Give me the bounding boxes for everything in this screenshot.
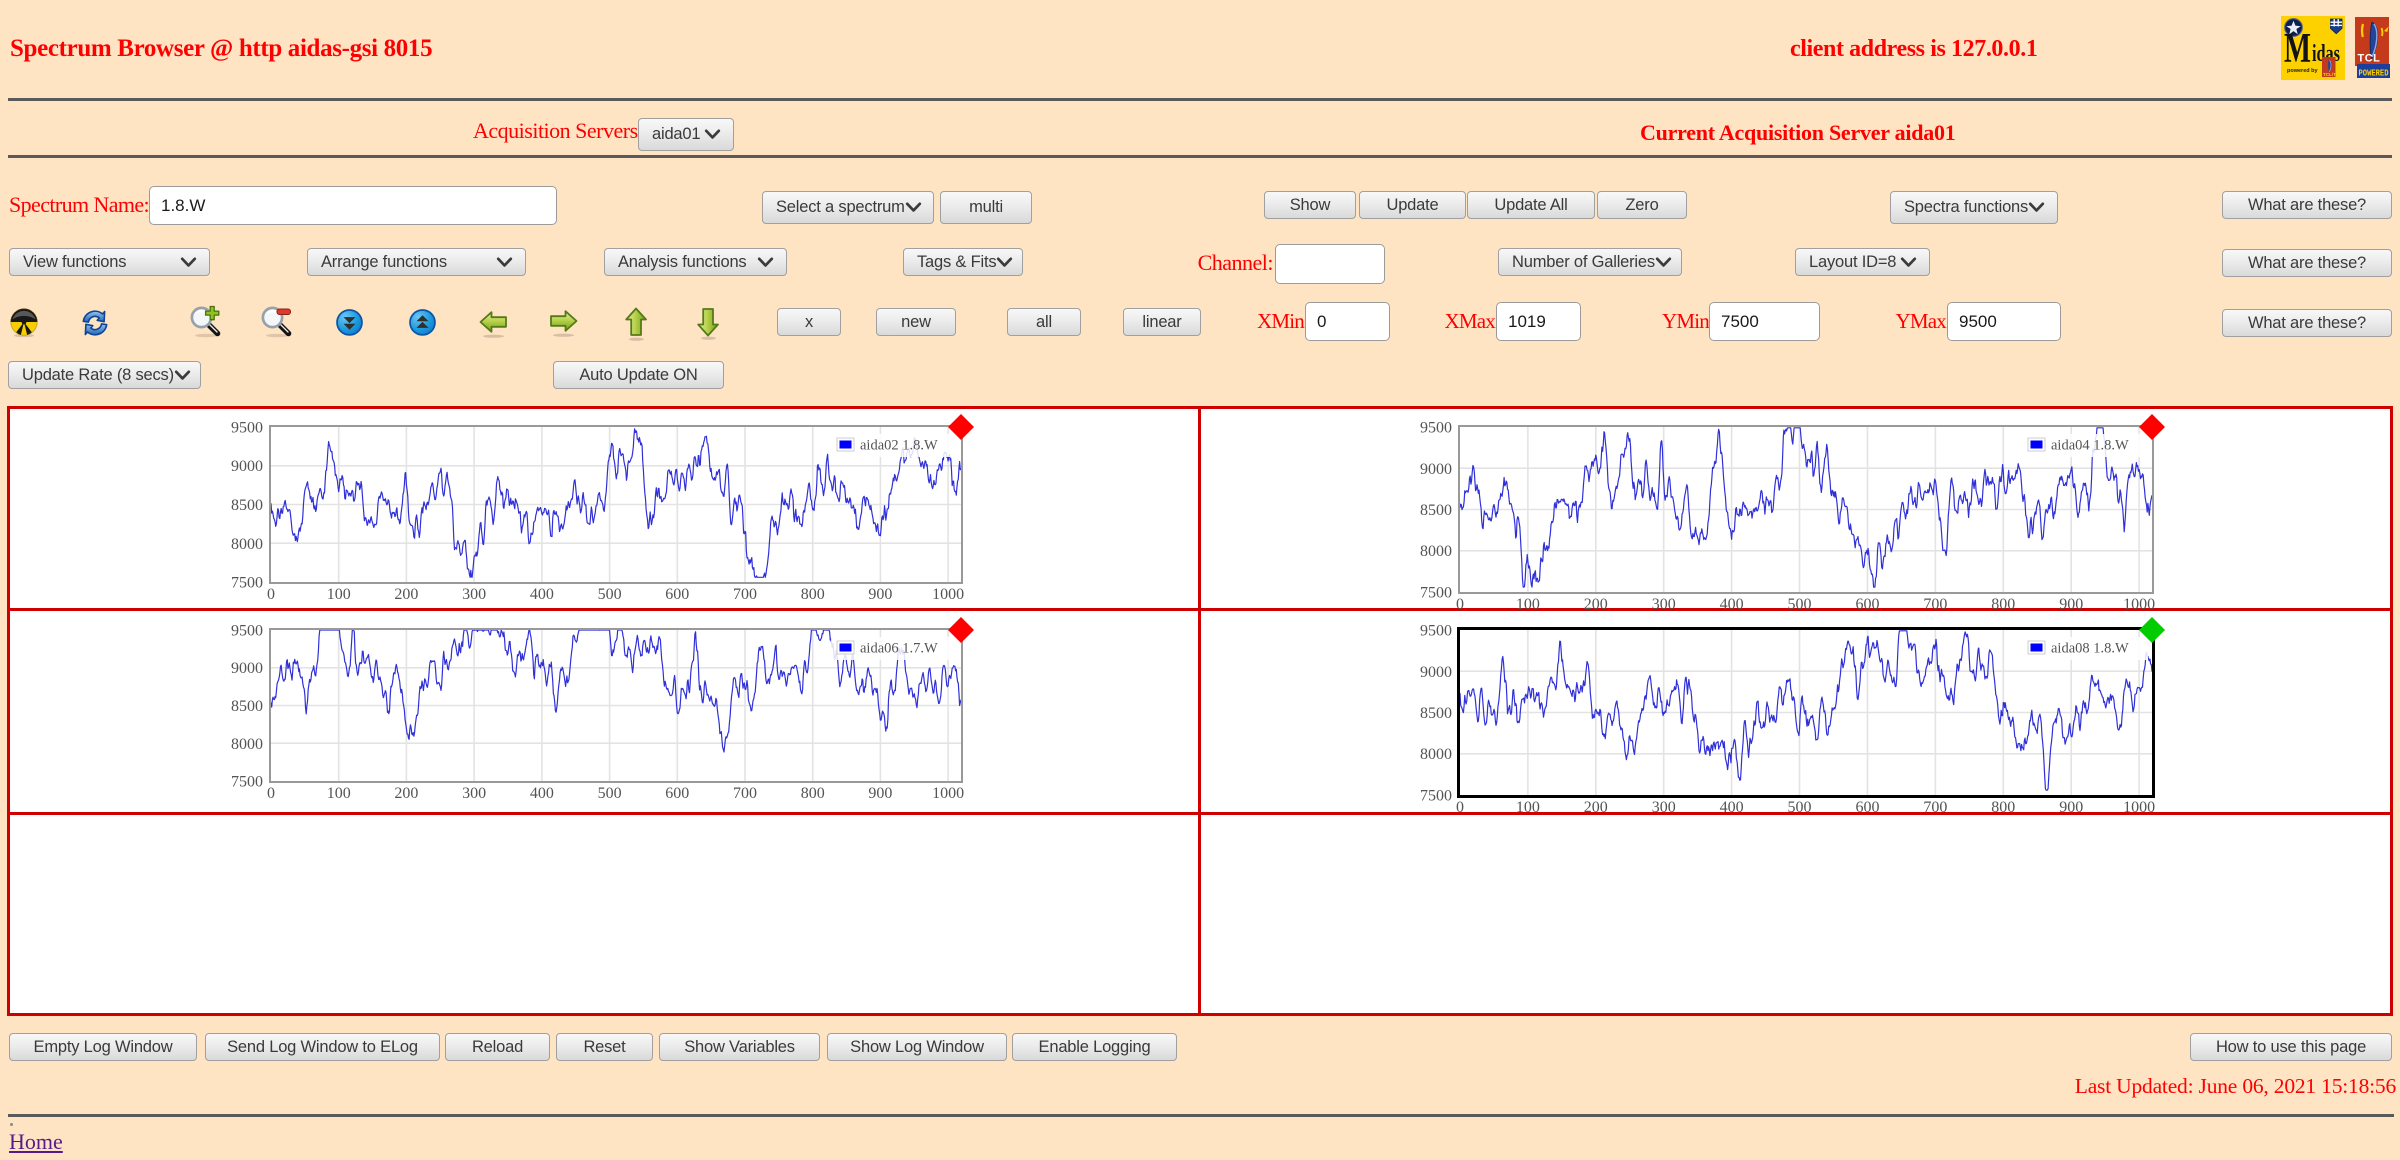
svg-text:aida04 1.8.W: aida04 1.8.W [2051,438,2129,454]
svg-text:900: 900 [2059,596,2083,613]
svg-text:8500: 8500 [1420,502,1452,519]
svg-text:8500: 8500 [1420,705,1452,722]
svg-text:1000: 1000 [932,785,964,802]
svg-text:800: 800 [801,785,825,802]
svg-text:900: 900 [868,785,892,802]
svg-text:9500: 9500 [231,420,263,437]
svg-text:800: 800 [1991,799,2015,816]
svg-text:9000: 9000 [231,458,263,475]
svg-text:7500: 7500 [1420,788,1452,805]
svg-text:9500: 9500 [1420,420,1452,437]
svg-text:0: 0 [1456,596,1464,613]
svg-text:800: 800 [1991,596,2015,613]
svg-text:0: 0 [1456,799,1464,816]
svg-text:1000: 1000 [2123,799,2155,816]
svg-text:400: 400 [1720,799,1744,816]
svg-text:100: 100 [1516,596,1540,613]
svg-text:9000: 9000 [1420,461,1452,478]
svg-text:900: 900 [868,586,892,603]
svg-text:aida06 1.7.W: aida06 1.7.W [860,641,938,657]
svg-text:500: 500 [598,586,622,603]
svg-text:100: 100 [327,785,351,802]
svg-text:400: 400 [530,586,554,603]
svg-text:900: 900 [2059,799,2083,816]
svg-text:300: 300 [462,586,486,603]
svg-text:300: 300 [1652,799,1676,816]
svg-text:TCL/Tk: TCL/Tk [2323,72,2339,77]
svg-text:0: 0 [267,586,275,603]
svg-text:8500: 8500 [231,497,263,514]
svg-text:8000: 8000 [231,736,263,753]
svg-text:M: M [2284,26,2311,72]
svg-text:7500: 7500 [1420,585,1452,602]
svg-text:1000: 1000 [2123,596,2155,613]
svg-text:400: 400 [1720,596,1744,613]
svg-text:100: 100 [1516,799,1540,816]
svg-text:600: 600 [665,785,689,802]
svg-text:POWERED: POWERED [2359,69,2389,79]
svg-text:aida02 1.8.W: aida02 1.8.W [860,438,938,454]
svg-text:8000: 8000 [231,536,263,553]
svg-text:500: 500 [1788,799,1812,816]
svg-text:700: 700 [733,586,757,603]
svg-text:300: 300 [1652,596,1676,613]
svg-text:700: 700 [1923,596,1947,613]
svg-text:aida08 1.8.W: aida08 1.8.W [2051,641,2129,657]
svg-text:7500: 7500 [231,774,263,791]
svg-text:100: 100 [327,586,351,603]
svg-text:8000: 8000 [1420,543,1452,560]
svg-text:500: 500 [598,785,622,802]
svg-text:9500: 9500 [231,623,263,640]
svg-text:600: 600 [1856,799,1880,816]
svg-text:300: 300 [462,785,486,802]
svg-text:600: 600 [1856,596,1880,613]
svg-text:9500: 9500 [1420,623,1452,640]
svg-text:700: 700 [733,785,757,802]
svg-text:500: 500 [1788,596,1812,613]
svg-text:200: 200 [394,785,418,802]
svg-text:8500: 8500 [231,698,263,715]
svg-text:200: 200 [394,586,418,603]
svg-text:TCL: TCL [2358,53,2381,65]
svg-text:7500: 7500 [231,575,263,592]
svg-text:powered by: powered by [2287,68,2319,74]
svg-text:9000: 9000 [1420,664,1452,681]
svg-text:0: 0 [267,785,275,802]
svg-text:8000: 8000 [1420,746,1452,763]
svg-text:200: 200 [1584,596,1608,613]
svg-text:600: 600 [665,586,689,603]
svg-text:800: 800 [801,586,825,603]
svg-text:9000: 9000 [231,660,263,677]
svg-text:200: 200 [1584,799,1608,816]
svg-text:700: 700 [1923,799,1947,816]
svg-text:1000: 1000 [932,586,964,603]
svg-text:400: 400 [530,785,554,802]
